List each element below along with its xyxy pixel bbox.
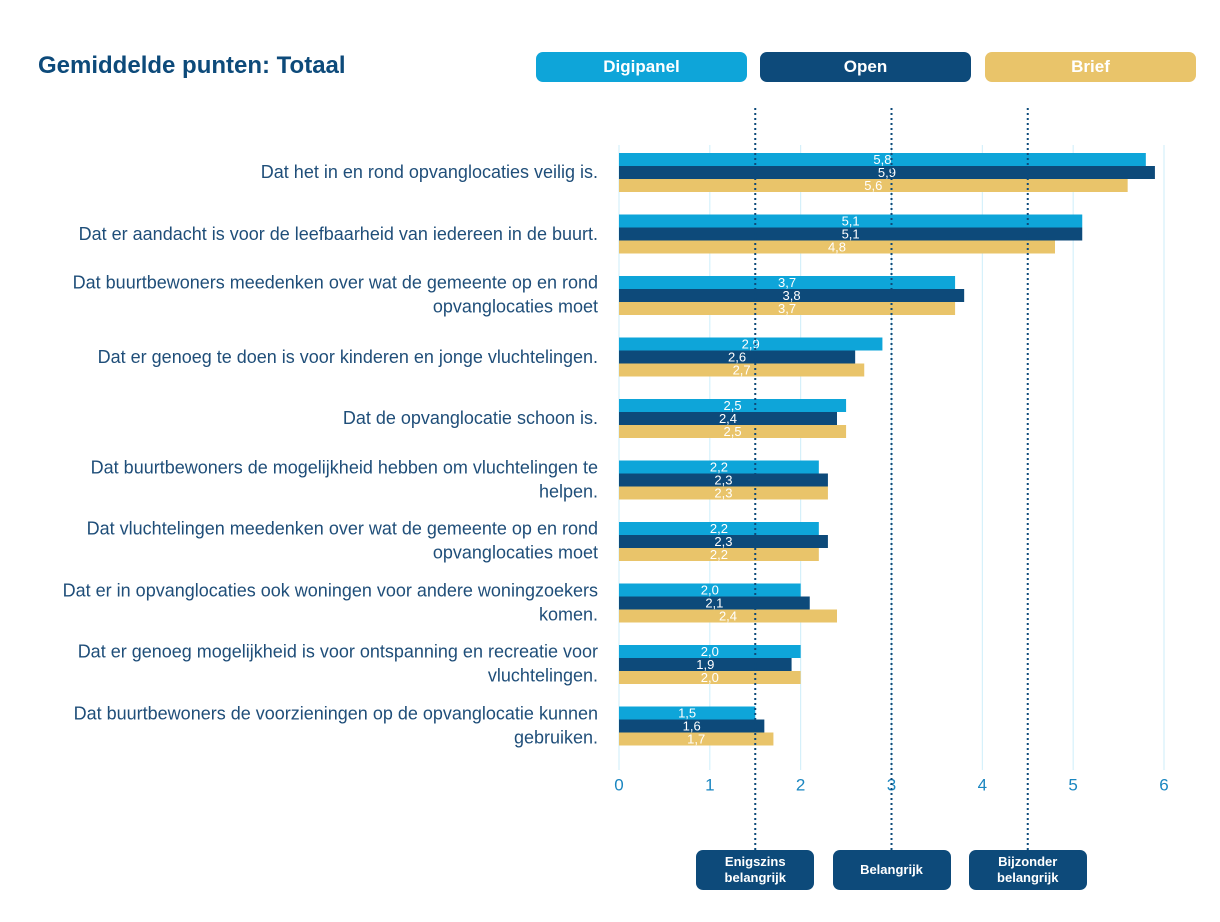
bar-label: 2,5 xyxy=(724,424,742,439)
bar xyxy=(619,425,847,438)
bar-label: 2,2 xyxy=(710,459,728,474)
x-tick-label: 5 xyxy=(1068,775,1077,794)
bar xyxy=(619,658,792,671)
bar xyxy=(619,732,774,746)
x-tick-label: 2 xyxy=(796,775,805,794)
x-tick-label: 1 xyxy=(705,775,714,794)
bar xyxy=(619,337,883,351)
bar-label: 5,6 xyxy=(864,178,882,193)
bar-label: 2,6 xyxy=(728,349,746,364)
legend-item: Brief xyxy=(985,52,1196,82)
bar xyxy=(619,412,837,425)
bar xyxy=(619,460,819,474)
bar-label: 2,7 xyxy=(733,362,751,377)
bar-label: 3,7 xyxy=(778,301,796,316)
bar-label: 5,8 xyxy=(873,152,891,167)
bar-label: 2,3 xyxy=(714,472,732,487)
bar xyxy=(619,302,956,315)
reference-label: Belangrijk xyxy=(832,850,951,890)
bar-label: 2,0 xyxy=(701,644,719,659)
bar xyxy=(619,240,1055,254)
bar xyxy=(619,706,756,720)
bar-label: 2,2 xyxy=(710,521,728,536)
bar xyxy=(619,166,1155,179)
bar-label: 2,4 xyxy=(719,411,737,426)
legend-item: Digipanel xyxy=(536,52,747,82)
category-label: Dat er aandacht is voor de leefbaarheid … xyxy=(78,223,598,244)
bar-label: 1,5 xyxy=(678,705,696,720)
bar-label: 2,0 xyxy=(701,670,719,685)
bar xyxy=(619,609,837,623)
x-tick-label: 4 xyxy=(978,775,987,794)
bar-label: 1,9 xyxy=(696,657,714,672)
bar-label: 1,7 xyxy=(687,731,705,746)
bar xyxy=(619,227,1083,241)
chart-title: Gemiddelde punten: Totaal xyxy=(38,52,346,79)
bar-label: 2,9 xyxy=(742,336,760,351)
bar-label: 2,5 xyxy=(724,398,742,413)
bar-label: 3,7 xyxy=(778,275,796,290)
bar xyxy=(619,289,965,302)
category-label: Dat vluchtelingen meedenken over wat de … xyxy=(86,518,598,563)
category-label: Dat het in en rond opvanglocaties veilig… xyxy=(260,161,598,182)
bar xyxy=(619,535,828,548)
bar-label: 2,0 xyxy=(701,582,719,597)
bar-label: 2,1 xyxy=(705,595,723,610)
bar-label: 1,6 xyxy=(683,718,701,733)
x-tick-label: 6 xyxy=(1159,775,1168,794)
reference-label: Bijzonder belangrijk xyxy=(968,850,1087,890)
bar-label: 2,4 xyxy=(719,608,737,623)
bar xyxy=(619,363,865,377)
bar-label: 2,2 xyxy=(710,547,728,562)
bar xyxy=(619,350,856,364)
bar-label: 4,8 xyxy=(828,239,846,254)
legend-item: Open xyxy=(760,52,971,82)
bar xyxy=(619,214,1083,228)
bar xyxy=(619,179,1128,192)
bar-label: 5,1 xyxy=(842,226,860,241)
bar-label: 2,3 xyxy=(714,485,732,500)
bar xyxy=(619,473,828,487)
bar-label: 5,1 xyxy=(842,213,860,228)
bar xyxy=(619,399,847,412)
category-label: Dat er genoeg mogelijkheid is voor ontsp… xyxy=(77,641,598,686)
bar xyxy=(619,548,819,561)
x-tick-label: 0 xyxy=(614,775,623,794)
bar xyxy=(619,522,819,535)
category-label: Dat buurtbewoners meedenken over wat de … xyxy=(72,272,598,317)
reference-label: Enigszins belangrijk xyxy=(696,850,815,890)
bar xyxy=(619,153,1146,166)
bar xyxy=(619,486,828,500)
bar-label: 2,3 xyxy=(714,534,732,549)
category-label: Dat de opvanglocatie schoon is. xyxy=(342,407,598,428)
bar xyxy=(619,719,765,733)
category-label: Dat er genoeg te doen is voor kinderen e… xyxy=(97,346,598,367)
bar xyxy=(619,276,956,289)
category-label: Dat er in opvanglocaties ook woningen vo… xyxy=(62,580,598,625)
category-label: Dat buurtbewoners de voorzieningen op de… xyxy=(73,703,598,748)
bar xyxy=(619,596,810,610)
category-label: Dat buurtbewoners de mogelijkheid hebben… xyxy=(90,457,598,502)
bar-label: 3,8 xyxy=(783,288,801,303)
